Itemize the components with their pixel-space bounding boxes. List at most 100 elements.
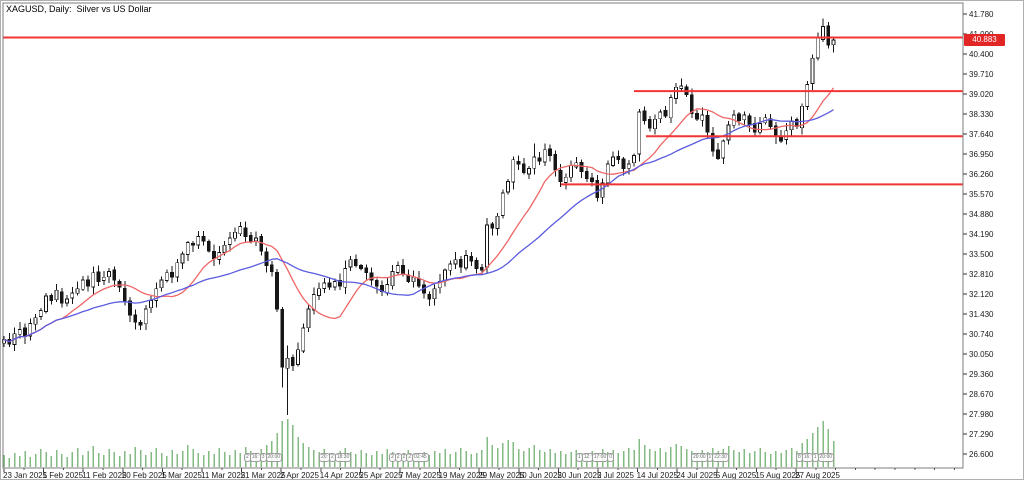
volume-bar	[334, 455, 336, 467]
candle-bull	[448, 263, 453, 271]
candle-bear	[621, 158, 626, 169]
volume-bar	[176, 454, 178, 467]
volume-bar	[192, 449, 194, 467]
current-price-badge: 40.883	[964, 34, 1005, 46]
volume-bar	[19, 456, 21, 467]
candle-bull	[390, 270, 395, 287]
volume-bar	[638, 439, 640, 467]
candle-bull	[70, 292, 75, 299]
volume-bar	[570, 452, 572, 467]
candle-bear	[191, 242, 195, 246]
candle-bull	[485, 224, 489, 268]
volume-bar	[759, 448, 761, 467]
candle-bull	[569, 165, 573, 178]
volume-bar	[502, 443, 504, 467]
candle-bear	[128, 300, 132, 316]
volume-bar	[155, 448, 157, 467]
candle-bull	[679, 85, 684, 89]
candle-bull	[700, 114, 705, 121]
volume-bar	[748, 453, 751, 467]
volume-bar	[260, 449, 262, 467]
volume-bar	[664, 452, 667, 467]
candle-bear	[112, 269, 117, 281]
candle-bull	[821, 26, 825, 40]
candle-bull	[495, 215, 500, 229]
candle-bull	[233, 231, 237, 239]
candle-bear	[710, 132, 715, 152]
candle-bull	[80, 279, 85, 290]
volume-bar	[302, 443, 304, 467]
volume-bar	[764, 452, 766, 467]
volume-bar	[202, 455, 205, 467]
volume-bar	[29, 457, 31, 467]
volume-bar	[160, 453, 163, 467]
candle-bull	[332, 281, 337, 288]
volume-bar	[565, 454, 567, 467]
volume-bar	[328, 453, 331, 467]
candle-bear	[374, 279, 379, 287]
volume-bar	[239, 453, 241, 467]
volume-bar	[113, 452, 115, 467]
volume-bar	[517, 449, 520, 467]
candle-bull	[301, 327, 306, 352]
candle-bull	[542, 149, 547, 163]
candle-bear	[275, 272, 279, 310]
candle-bear	[516, 160, 521, 165]
volume-bar	[475, 453, 478, 467]
candle-bull	[815, 37, 820, 59]
volume-bar	[622, 451, 625, 467]
candle-bull	[742, 114, 747, 121]
candle-bear	[201, 235, 206, 242]
candle-bear	[747, 115, 752, 126]
candle-bear	[469, 255, 474, 262]
volume-bar	[250, 451, 252, 467]
volume-bar	[166, 456, 168, 467]
volume-bar	[376, 451, 378, 467]
volume-bar	[87, 451, 89, 467]
candle-bear	[170, 271, 174, 278]
candle-bear	[86, 279, 90, 287]
volume-bar	[129, 454, 131, 467]
candle-bull	[222, 244, 227, 254]
volume-bar	[423, 452, 425, 467]
candle-bear	[716, 149, 720, 159]
volume-bar	[575, 450, 577, 467]
candle-bull	[107, 270, 111, 278]
volume-bar	[103, 455, 105, 467]
candle-bear	[248, 235, 253, 242]
volume-bar	[460, 448, 462, 467]
volume-bar	[223, 452, 226, 467]
candle-bull	[175, 262, 180, 278]
candle-bear	[779, 137, 783, 142]
candle-bear	[584, 170, 589, 180]
volume-bar	[397, 456, 399, 467]
volume-bar	[549, 449, 551, 467]
candle-bear	[553, 153, 558, 171]
candle-bull	[563, 176, 568, 183]
volume-bar	[491, 445, 493, 467]
volume-bar	[218, 448, 220, 467]
volume-bar	[780, 453, 782, 467]
volume-bar	[234, 450, 236, 467]
volume-bar	[612, 450, 614, 467]
candle-bull	[322, 282, 327, 289]
volume-bar	[801, 443, 803, 467]
volume-bar	[108, 449, 110, 467]
volume-bar	[281, 421, 283, 467]
candle-bull	[653, 118, 657, 130]
volume-bar	[418, 455, 420, 467]
volume-bar	[496, 448, 499, 467]
candle-bear	[689, 94, 694, 114]
candle-bear	[647, 118, 652, 129]
candle-bear	[474, 260, 479, 269]
candle-bear	[401, 264, 405, 275]
volume-bar	[827, 429, 829, 467]
volume-bar	[633, 450, 635, 467]
volume-bar	[24, 451, 26, 467]
candle-bear	[327, 282, 332, 288]
volume-bar	[643, 445, 646, 467]
volume-bar	[365, 453, 367, 467]
volume-bar	[738, 452, 740, 467]
volume-bar	[34, 454, 37, 467]
